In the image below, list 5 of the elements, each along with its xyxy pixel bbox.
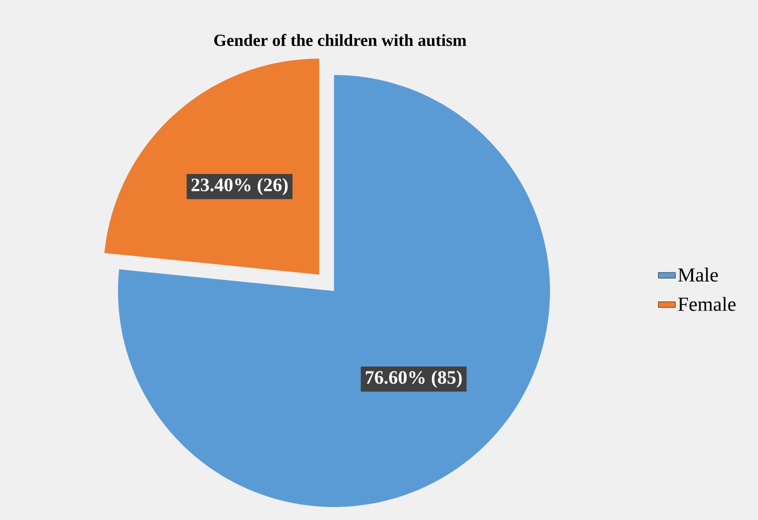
chart-title: Gender of the children with autism (214, 34, 466, 46)
legend-label: Female (678, 296, 736, 311)
legend-label: Male (678, 268, 718, 282)
data-label: 76.60% (85) (366, 370, 462, 388)
data-label: 23.40% (26) (191, 178, 288, 196)
